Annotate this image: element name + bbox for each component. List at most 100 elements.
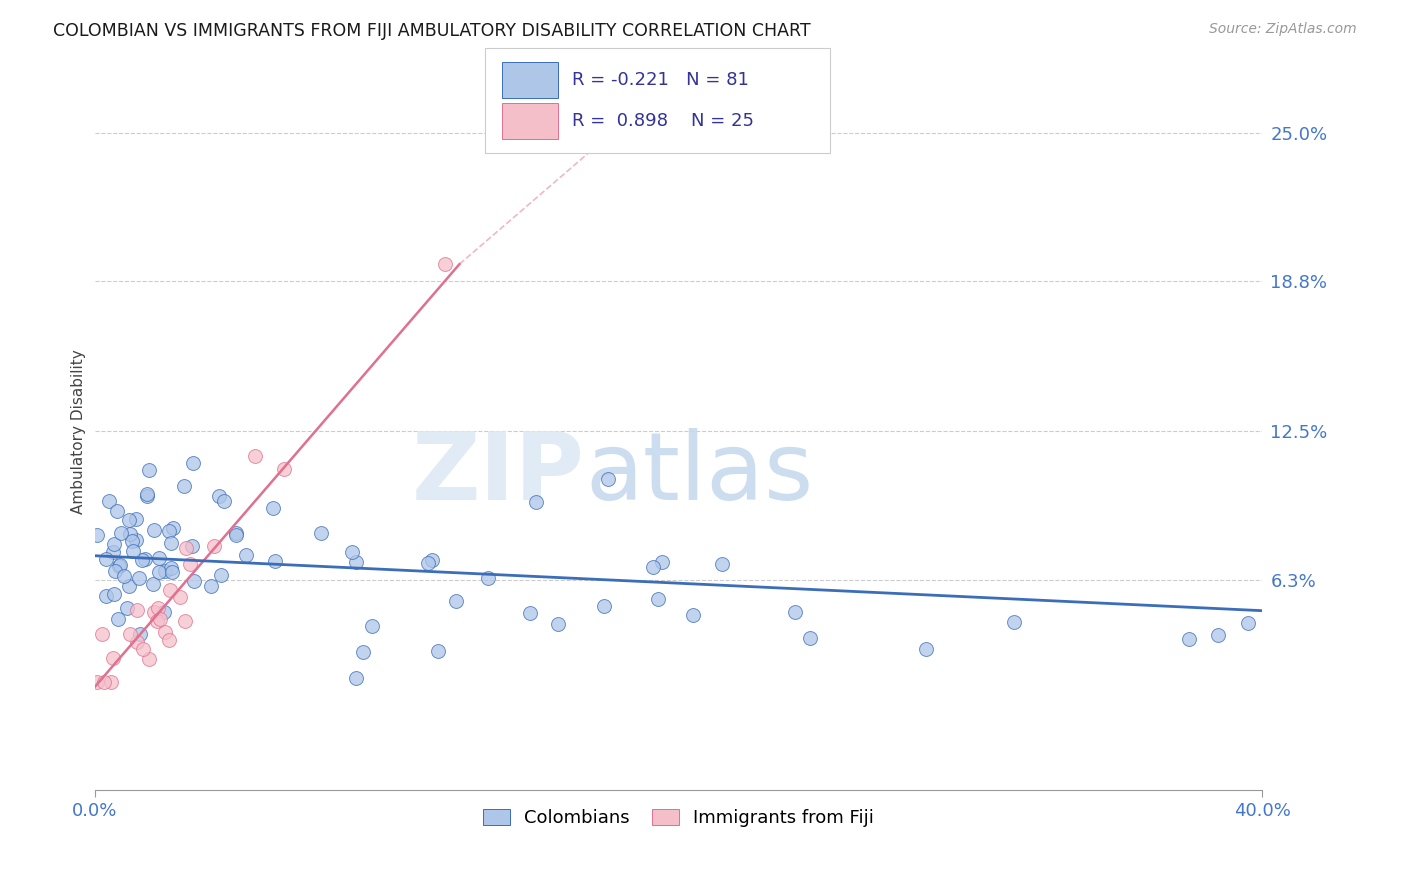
Point [174,541,197,555]
FancyBboxPatch shape [502,62,558,98]
Point [162,521,184,535]
Point [641,559,664,574]
Text: ZIP: ZIP [412,428,585,520]
Point [118,579,141,593]
Point [118,513,141,527]
Point [86,675,108,690]
Point [160,561,183,575]
Point [90,626,112,640]
Point [160,565,183,579]
Point [1002,615,1025,629]
Point [131,553,153,567]
Point [121,543,143,558]
Legend: Colombians, Immigrants from Fiji: Colombians, Immigrants from Fiji [475,802,882,835]
Point [153,605,176,619]
Point [159,536,181,550]
Point [127,603,149,617]
Point [141,577,163,591]
Point [593,599,616,614]
Point [785,605,807,619]
Point [209,567,232,582]
Point [128,570,150,584]
Point [1208,627,1230,641]
Point [208,489,231,503]
Point [93,675,115,690]
FancyBboxPatch shape [485,48,830,153]
Point [596,472,619,486]
Point [547,617,569,632]
Point [121,533,143,548]
Point [682,607,704,622]
Point [416,556,439,570]
Point [519,606,541,620]
Point [427,644,450,658]
Point [179,558,201,572]
Point [110,525,132,540]
Point [138,652,160,666]
Point [97,493,120,508]
Point [360,619,382,633]
Point [94,589,117,603]
Point [651,555,673,569]
Point [340,545,363,559]
Point [647,592,669,607]
Point [125,533,148,547]
Point [108,558,131,573]
Point [180,539,202,553]
Point [146,614,169,628]
Point [352,645,374,659]
Point [235,548,257,562]
Point [344,556,367,570]
Text: atlas: atlas [585,428,813,520]
Point [104,565,127,579]
Point [183,574,205,588]
Point [124,512,146,526]
Point [132,642,155,657]
Point [444,594,467,608]
Point [173,479,195,493]
Point [420,552,443,566]
Point [101,545,124,559]
Point [1178,632,1201,647]
Point [1236,615,1258,630]
Point [115,601,138,615]
Point [169,590,191,604]
Point [273,461,295,475]
Text: R =  0.898    N = 25: R = 0.898 N = 25 [572,112,754,130]
FancyBboxPatch shape [502,103,558,139]
Point [112,568,135,582]
Point [157,632,180,647]
Point [153,564,176,578]
Point [142,523,165,537]
Text: COLOMBIAN VS IMMIGRANTS FROM FIJI AMBULATORY DISABILITY CORRELATION CHART: COLOMBIAN VS IMMIGRANTS FROM FIJI AMBULA… [53,22,811,40]
Point [200,579,222,593]
Point [143,605,166,619]
Point [146,601,169,615]
Point [148,565,170,579]
Point [118,627,141,641]
Point [225,528,247,542]
Point [264,553,287,567]
Point [136,489,159,503]
Text: Source: ZipAtlas.com: Source: ZipAtlas.com [1209,22,1357,37]
Point [243,450,266,464]
Point [105,504,128,518]
Point [134,551,156,566]
Point [477,571,499,585]
Point [100,675,122,690]
Point [262,500,284,515]
Point [915,641,938,656]
Point [174,614,197,628]
Point [148,550,170,565]
Point [108,559,131,574]
Point [86,528,108,542]
Point [94,552,117,566]
Point [149,612,172,626]
Point [309,525,332,540]
Point [225,526,247,541]
Point [799,631,821,645]
Point [181,456,204,470]
Y-axis label: Ambulatory Disability: Ambulatory Disability [72,349,86,514]
Point [103,537,125,551]
Point [107,612,129,626]
